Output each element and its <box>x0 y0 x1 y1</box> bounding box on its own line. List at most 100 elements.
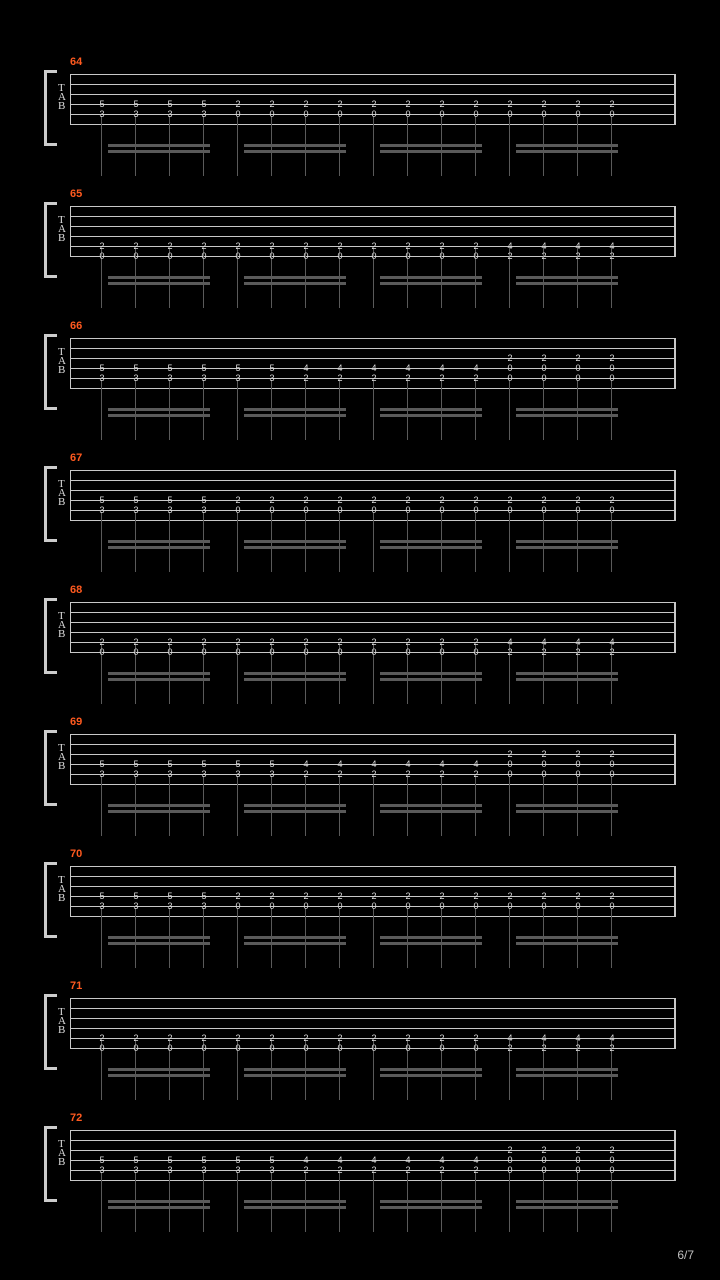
fret-number: 3 <box>197 770 211 778</box>
fret-number: 2 <box>299 374 313 382</box>
fret-number: 2 <box>265 496 279 504</box>
note-column: 20 <box>163 1012 177 1082</box>
note-column: 42 <box>571 1012 585 1082</box>
note-column: 53 <box>129 484 143 554</box>
fret-number: 4 <box>571 242 585 250</box>
fret-number: 2 <box>571 1044 585 1052</box>
fret-number: 2 <box>231 100 245 108</box>
fret-number: 3 <box>129 1166 143 1174</box>
fret-number: 5 <box>231 1156 245 1164</box>
fret-number: 4 <box>469 364 483 372</box>
fret-number: 0 <box>401 506 415 514</box>
measure-number: 66 <box>70 320 82 332</box>
note-column: 53 <box>163 88 177 158</box>
fret-number: 2 <box>265 1034 279 1042</box>
fret-number: 5 <box>197 1156 211 1164</box>
fret-number: 2 <box>435 496 449 504</box>
fret-number: 2 <box>503 648 517 656</box>
fret-number: 0 <box>435 648 449 656</box>
staff-71: 71TAB20202020202020202020202042424242 <box>44 980 676 1090</box>
fret-number: 0 <box>503 902 517 910</box>
fret-number: 5 <box>95 892 109 900</box>
fret-number: 2 <box>163 242 177 250</box>
note-column: 20 <box>435 616 449 686</box>
fret-number: 3 <box>163 1166 177 1174</box>
fret-number: 0 <box>333 902 347 910</box>
fret-number: 2 <box>537 1146 551 1154</box>
note-column: 20 <box>571 88 585 158</box>
note-column: 20 <box>605 484 619 554</box>
fret-number: 2 <box>333 374 347 382</box>
fret-number: 0 <box>503 1166 517 1174</box>
fret-number: 0 <box>231 252 245 260</box>
fret-number: 0 <box>435 252 449 260</box>
staff-69: 69TAB53535353535342424242424220020020020… <box>44 716 676 826</box>
fret-number: 2 <box>401 892 415 900</box>
note-column: 53 <box>163 880 177 950</box>
fret-number: 2 <box>299 1166 313 1174</box>
fret-number: 2 <box>435 100 449 108</box>
staff-64: 64TAB53535353202020202020202020202020 <box>44 56 676 166</box>
fret-number: 5 <box>129 496 143 504</box>
note-column: 20 <box>197 220 211 290</box>
fret-number: 2 <box>95 1034 109 1042</box>
note-column: 20 <box>469 880 483 950</box>
note-column: 20 <box>163 616 177 686</box>
note-column: 200 <box>537 1144 551 1214</box>
fret-number: 4 <box>401 760 415 768</box>
note-column: 20 <box>265 484 279 554</box>
fret-number: 0 <box>367 648 381 656</box>
fret-number: 0 <box>231 506 245 514</box>
fret-number: 0 <box>605 760 619 768</box>
measure-number: 70 <box>70 848 82 860</box>
fret-number: 4 <box>367 760 381 768</box>
fret-number: 2 <box>503 1146 517 1154</box>
fret-number: 4 <box>605 638 619 646</box>
note-column: 53 <box>231 748 245 818</box>
note-column: 42 <box>537 1012 551 1082</box>
fret-number: 0 <box>299 506 313 514</box>
fret-number: 3 <box>197 110 211 118</box>
fret-number: 0 <box>469 1044 483 1052</box>
fret-number: 2 <box>231 496 245 504</box>
fret-number: 5 <box>197 760 211 768</box>
note-column: 20 <box>95 220 109 290</box>
note-column: 42 <box>469 748 483 818</box>
fret-number: 0 <box>333 1044 347 1052</box>
fret-number: 2 <box>367 100 381 108</box>
note-column: 20 <box>435 1012 449 1082</box>
fret-number: 2 <box>469 892 483 900</box>
note-column: 20 <box>231 616 245 686</box>
note-column: 42 <box>367 352 381 422</box>
fret-number: 2 <box>571 354 585 362</box>
fret-number: 4 <box>503 638 517 646</box>
fret-number: 5 <box>95 760 109 768</box>
fret-number: 2 <box>469 1034 483 1042</box>
note-column: 42 <box>333 748 347 818</box>
fret-number: 4 <box>571 638 585 646</box>
fret-number: 2 <box>435 770 449 778</box>
note-column: 20 <box>299 220 313 290</box>
fret-number: 4 <box>435 1156 449 1164</box>
note-column: 20 <box>129 616 143 686</box>
fret-number: 0 <box>571 506 585 514</box>
fret-number: 0 <box>367 252 381 260</box>
fret-number: 5 <box>163 100 177 108</box>
fret-number: 0 <box>469 506 483 514</box>
note-column: 42 <box>367 748 381 818</box>
fret-number: 5 <box>197 496 211 504</box>
note-column: 200 <box>571 352 585 422</box>
note-column: 53 <box>129 88 143 158</box>
fret-number: 2 <box>537 100 551 108</box>
fret-number: 5 <box>163 892 177 900</box>
note-column: 53 <box>129 748 143 818</box>
fret-number: 2 <box>333 1034 347 1042</box>
note-column: 53 <box>197 880 211 950</box>
note-column: 20 <box>129 220 143 290</box>
fret-number: 0 <box>265 1044 279 1052</box>
fret-number: 2 <box>605 354 619 362</box>
note-column: 200 <box>571 748 585 818</box>
note-column: 53 <box>163 484 177 554</box>
note-column: 20 <box>333 484 347 554</box>
note-column: 53 <box>163 352 177 422</box>
